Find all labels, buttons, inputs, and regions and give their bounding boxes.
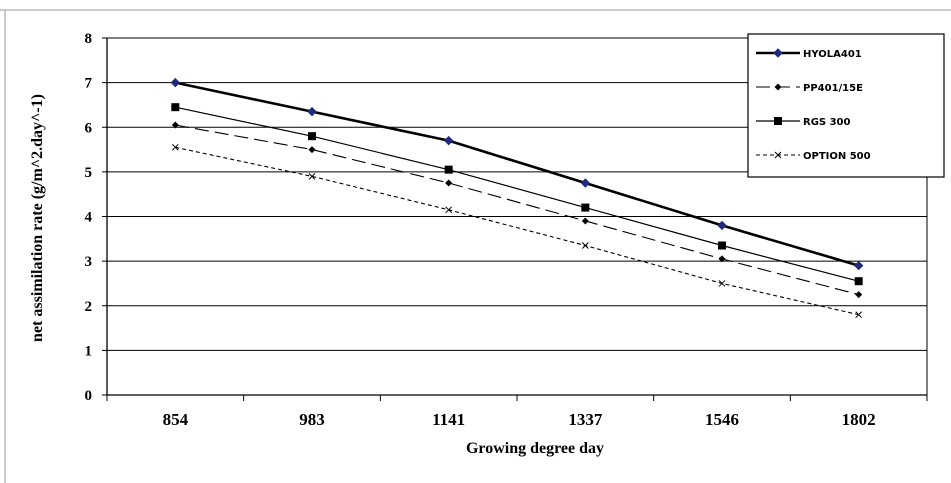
data-point bbox=[853, 260, 864, 271]
y-tick-label: 3 bbox=[85, 254, 93, 270]
data-point bbox=[718, 241, 726, 250]
legend-label: HYOLA401 bbox=[803, 49, 862, 60]
legend-item: OPTION 500 bbox=[756, 151, 871, 162]
legend-marker bbox=[774, 83, 782, 91]
data-point bbox=[717, 220, 727, 231]
y-tick-label: 0 bbox=[85, 388, 93, 404]
y-tick-label: 7 bbox=[85, 76, 93, 92]
data-point bbox=[308, 172, 316, 180]
y-axis-label: net assimilation rate (g/m^2.day^-1) bbox=[29, 94, 46, 342]
series-pp401-15e bbox=[171, 121, 863, 299]
series-line bbox=[175, 81, 860, 267]
y-tick-label: 2 bbox=[85, 299, 93, 315]
data-point bbox=[171, 121, 179, 129]
data-point bbox=[171, 143, 179, 151]
data-point bbox=[718, 280, 726, 287]
data-point bbox=[443, 135, 454, 146]
x-axis-label: Growing degree day bbox=[466, 440, 604, 457]
y-tick-label: 4 bbox=[85, 210, 93, 226]
legend: HYOLA401 PP401/15E RGS 300 OPTION 500 bbox=[747, 33, 945, 178]
data-point bbox=[445, 206, 453, 214]
y-tick-label: 8 bbox=[85, 31, 93, 47]
data-point bbox=[307, 106, 317, 117]
series-rgs-300 bbox=[171, 103, 863, 286]
series-line bbox=[175, 146, 859, 316]
data-point bbox=[580, 178, 591, 188]
x-tick-label: 1337 bbox=[568, 410, 603, 429]
y-tick-label: 1 bbox=[85, 343, 93, 359]
x-tick-label: 854 bbox=[163, 410, 189, 429]
data-point bbox=[581, 217, 589, 225]
data-point bbox=[444, 165, 453, 174]
outer-frame bbox=[0, 9, 951, 483]
data-point bbox=[855, 291, 863, 299]
data-point bbox=[445, 179, 453, 187]
legend-item: HYOLA401 bbox=[756, 48, 862, 60]
data-point bbox=[308, 146, 316, 154]
legend-box bbox=[747, 33, 945, 178]
series-line bbox=[175, 106, 859, 282]
legend-marker bbox=[774, 151, 782, 159]
y-tick-label: 5 bbox=[85, 165, 93, 181]
data-point bbox=[308, 132, 316, 141]
y-tick-label: 6 bbox=[85, 120, 93, 136]
series-option-500 bbox=[171, 143, 863, 319]
x-tick-label: 983 bbox=[299, 410, 325, 429]
data-point bbox=[170, 77, 181, 88]
x-tick-labels: 854 983 1141 1337 1546 1802 bbox=[106, 395, 928, 429]
data-point bbox=[581, 203, 590, 212]
legend-label: RGS 300 bbox=[803, 117, 851, 128]
legend-marker bbox=[774, 117, 782, 125]
legend-label: PP401/15E bbox=[803, 83, 863, 94]
series-hyola401 bbox=[170, 77, 864, 271]
data-point bbox=[581, 242, 589, 249]
data-point bbox=[718, 255, 726, 263]
x-tick-label: 1802 bbox=[842, 410, 876, 429]
y-tick-labels: 0 1 2 3 4 5 6 7 8 bbox=[85, 31, 107, 404]
data-point bbox=[854, 277, 863, 286]
legend-item: PP401/15E bbox=[756, 83, 863, 94]
legend-item: RGS 300 bbox=[756, 117, 851, 128]
legend-label: OPTION 500 bbox=[803, 151, 871, 162]
x-tick-label: 1546 bbox=[705, 410, 739, 429]
series-layer bbox=[170, 77, 864, 319]
x-tick-label: 1141 bbox=[432, 410, 465, 429]
legend-marker bbox=[773, 48, 783, 58]
data-point bbox=[855, 311, 863, 319]
data-point bbox=[171, 103, 180, 112]
series-line bbox=[175, 124, 859, 296]
